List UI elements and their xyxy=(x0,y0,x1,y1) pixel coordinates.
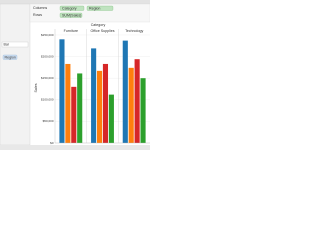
marks-pill[interactable] xyxy=(2,54,18,60)
app-window: Bar Region Columns Rows Category Region … xyxy=(0,0,150,150)
bar xyxy=(65,63,71,143)
bar xyxy=(96,70,103,143)
bar xyxy=(108,94,114,143)
y-axis-title: Sales xyxy=(34,83,38,92)
bar xyxy=(71,86,77,143)
plot: $0 $50,000 $100,000 $150,000 $200,000 $250,00… xyxy=(41,29,150,145)
marks-pill-label: Region xyxy=(5,55,16,59)
category-label: Technology xyxy=(125,29,143,33)
bar xyxy=(128,67,134,143)
column-pill[interactable] xyxy=(86,5,114,11)
marks-type: Bar xyxy=(4,43,10,47)
y-tick-label: $150,000 xyxy=(41,76,54,80)
column-header: Category xyxy=(91,23,106,27)
rows-shelf-label: Rows xyxy=(33,13,42,17)
y-tick-label: $250,000 xyxy=(41,33,54,37)
column-pill[interactable] xyxy=(59,5,85,11)
y-tick-label: $50,000 xyxy=(43,119,54,123)
toolbar xyxy=(0,0,150,4)
bar xyxy=(102,63,109,143)
marks-dropdown[interactable] xyxy=(1,41,29,48)
bar xyxy=(91,48,97,143)
bar xyxy=(134,59,140,143)
column-pill-label: Region xyxy=(89,6,100,10)
y-tick-label: $0 xyxy=(50,141,54,145)
row-pill[interactable] xyxy=(59,12,83,18)
status-bar xyxy=(0,145,150,150)
side-panel xyxy=(0,3,31,146)
y-tick-label: $100,000 xyxy=(41,98,54,102)
bar xyxy=(122,40,128,144)
y-tick-label: $200,000 xyxy=(41,54,54,58)
bar xyxy=(140,78,146,143)
bar xyxy=(77,73,83,143)
columns-shelf-label: Columns xyxy=(33,6,47,10)
category-label: Furniture xyxy=(64,29,78,33)
row-pill-label: SUM(Sales) xyxy=(62,13,81,17)
bar xyxy=(59,39,65,143)
category-label: Office Supplies xyxy=(90,29,114,33)
column-pill-label: Category xyxy=(62,6,77,10)
